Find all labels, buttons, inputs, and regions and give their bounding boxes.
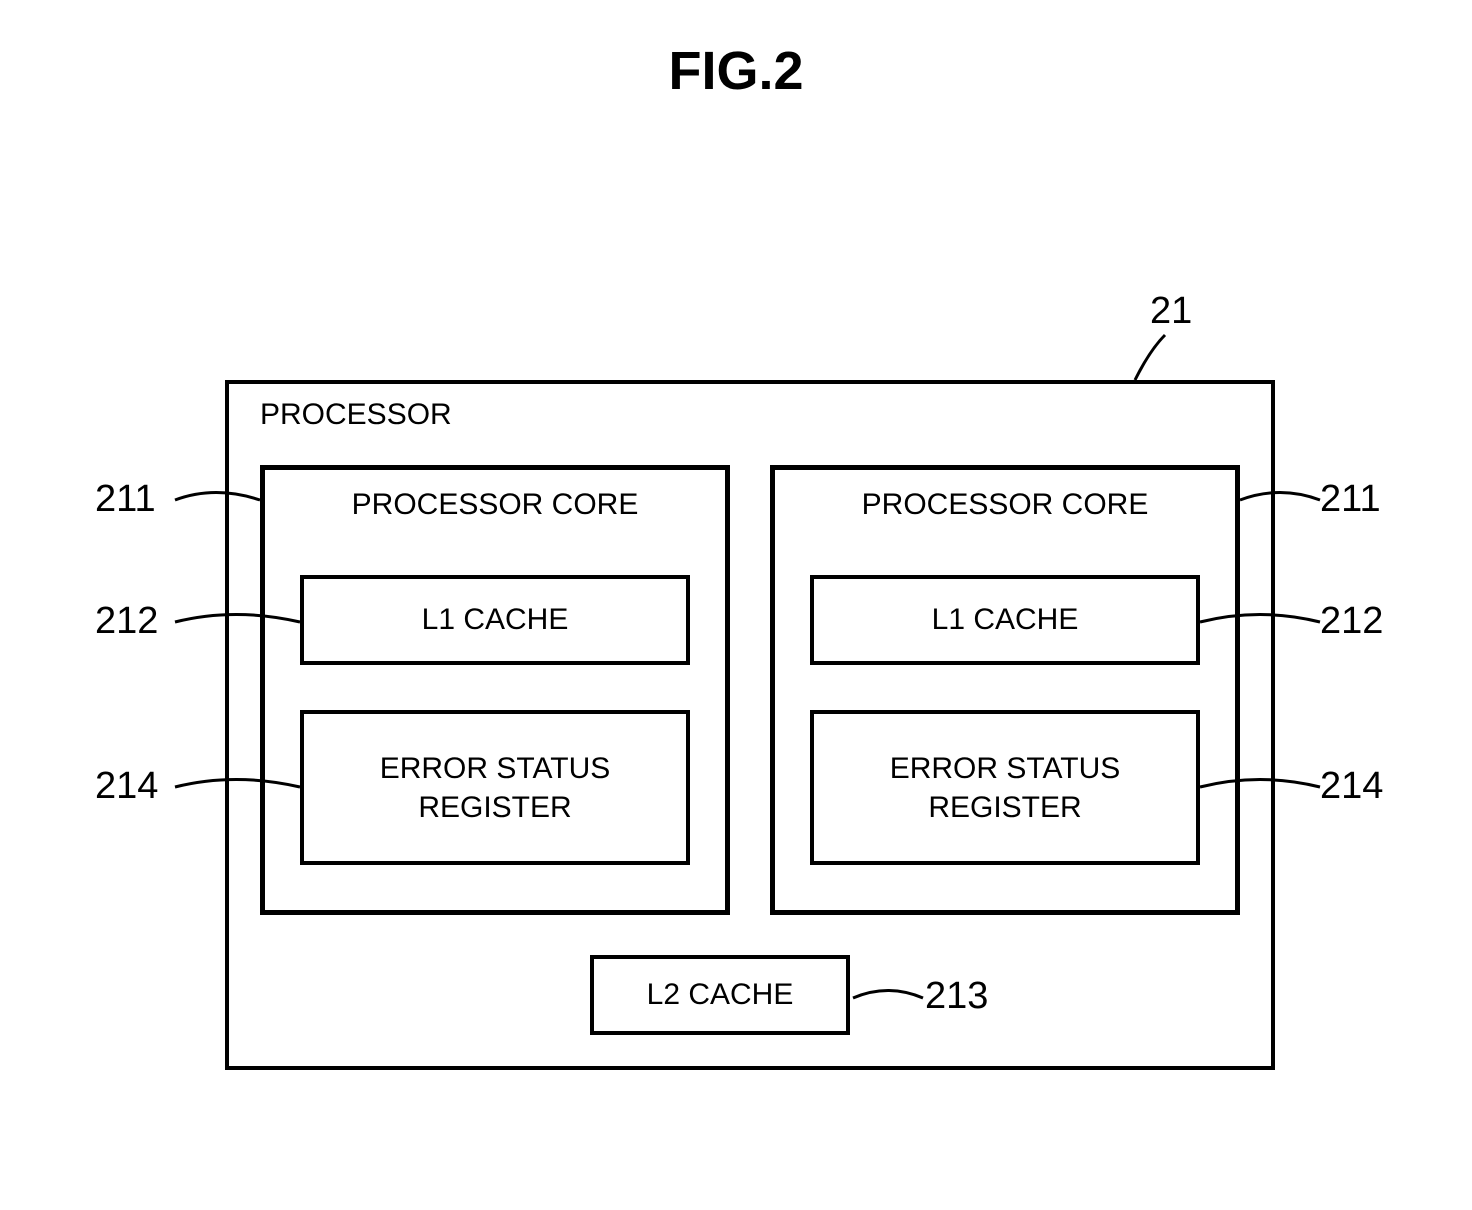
ref-214-right: 214 [1320,765,1383,808]
ref-214-left: 214 [95,765,158,808]
leader-211-right [1235,480,1325,520]
leader-21 [1120,320,1200,390]
err-right-label: ERROR STATUS REGISTER [814,749,1196,827]
figure-title: FIG.2 [668,40,803,102]
l1-cache-left: L1 CACHE [300,575,690,665]
leader-214-right [1195,767,1325,807]
l1-left-label: L1 CACHE [422,603,569,637]
error-status-register-right: ERROR STATUS REGISTER [810,710,1200,865]
l2-label: L2 CACHE [647,978,794,1012]
l1-right-label: L1 CACHE [932,603,1079,637]
err-left-label: ERROR STATUS REGISTER [304,749,686,827]
ref-212-left: 212 [95,600,158,643]
l2-cache: L2 CACHE [590,955,850,1035]
processor-label: PROCESSOR [260,398,452,432]
ref-213: 213 [925,975,988,1018]
leader-214-left [170,767,305,807]
ref-211-right: 211 [1320,478,1381,521]
l1-cache-right: L1 CACHE [810,575,1200,665]
leader-212-left [170,602,305,642]
ref-212-right: 212 [1320,600,1383,643]
ref-211-left: 211 [95,478,156,521]
core-left-label: PROCESSOR CORE [352,488,639,522]
error-status-register-left: ERROR STATUS REGISTER [300,710,690,865]
leader-213 [848,978,928,1018]
core-right-label: PROCESSOR CORE [862,488,1149,522]
leader-211-left [170,480,265,520]
leader-212-right [1195,602,1325,642]
